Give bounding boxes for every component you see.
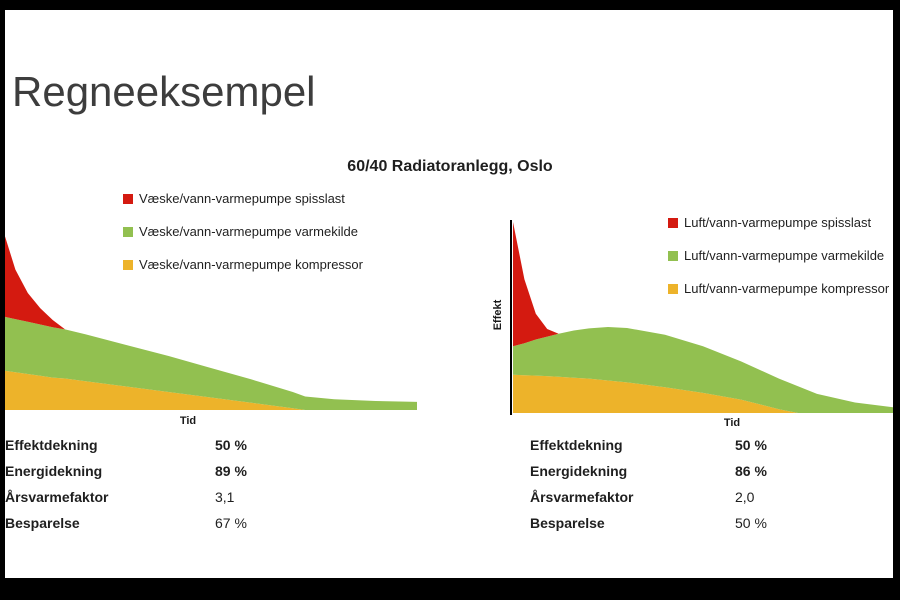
slide: Regneeksempel 60/40 Radiatoranlegg, Oslo… [5, 10, 893, 578]
legend-item: Væske/vann-varmepumpe kompressor [123, 248, 363, 281]
legend-vaeske-vann: Væske/vann-varmepumpe spisslast Væske/va… [123, 182, 363, 281]
legend-item: Luft/vann-varmepumpe spisslast [668, 206, 889, 239]
stat-label: Besparelse [530, 515, 605, 531]
legend-item: Væske/vann-varmepumpe spisslast [123, 182, 363, 215]
kompressor-swatch-icon [668, 283, 678, 294]
spisslast-swatch-icon [668, 217, 678, 228]
stat-label: Besparelse [5, 515, 80, 531]
chart-subtitle: 60/40 Radiatoranlegg, Oslo [347, 158, 553, 175]
stat-label: Årsvarmefaktor [5, 489, 109, 505]
legend-label: Luft/vann-varmepumpe kompressor [684, 281, 890, 296]
stats-table-luft-vann: Effektdekning 50 % Energidekning 86 % År… [530, 432, 767, 536]
stat-label: Årsvarmefaktor [530, 489, 634, 505]
legend-luft-vann: Luft/vann-varmepumpe spisslast Luft/vann… [668, 206, 889, 305]
y-axis-label: Effekt [492, 299, 504, 331]
duration-curve-chart-vaeske-vann [5, 236, 417, 410]
legend-label: Væske/vann-varmepumpe varmekilde [139, 224, 358, 239]
stat-value: 86 % [735, 463, 767, 479]
stat-value: 67 % [215, 515, 247, 531]
legend-label: Væske/vann-varmepumpe spisslast [139, 191, 345, 206]
stat-value: 50 % [735, 515, 767, 531]
duration-curve-chart-luft-vann [513, 222, 893, 413]
stat-value: 50 % [215, 437, 247, 453]
x-axis-label: Tid [179, 415, 197, 427]
varmekilde-swatch-icon [123, 226, 133, 237]
legend-item: Luft/vann-varmepumpe varmekilde [668, 239, 889, 272]
legend-label: Luft/vann-varmepumpe varmekilde [684, 248, 885, 263]
stats-table-vaeske-vann: Effektdekning 50 % Energidekning 89 % År… [5, 432, 247, 536]
stat-label: Effektdekning [5, 437, 98, 453]
varmekilde-swatch-icon [668, 250, 678, 261]
slide-title: Regneeksempel [12, 68, 316, 115]
kompressor-swatch-icon [123, 259, 133, 270]
y-axis-line [510, 220, 512, 415]
stat-value: 89 % [215, 463, 247, 479]
stat-label: Effektdekning [530, 437, 623, 453]
stat-label: Energidekning [530, 463, 628, 479]
legend-item: Væske/vann-varmepumpe varmekilde [123, 215, 363, 248]
legend-item: Luft/vann-varmepumpe kompressor [668, 272, 889, 305]
stat-value: 50 % [735, 437, 767, 453]
stat-value: 3,1 [215, 489, 235, 505]
stat-label: Energidekning [5, 463, 103, 479]
spisslast-swatch-icon [123, 193, 133, 204]
x-axis-label: Tid [723, 417, 741, 429]
legend-label: Luft/vann-varmepumpe spisslast [684, 215, 872, 230]
legend-label: Væske/vann-varmepumpe kompressor [139, 257, 363, 272]
stat-value: 2,0 [735, 489, 755, 505]
